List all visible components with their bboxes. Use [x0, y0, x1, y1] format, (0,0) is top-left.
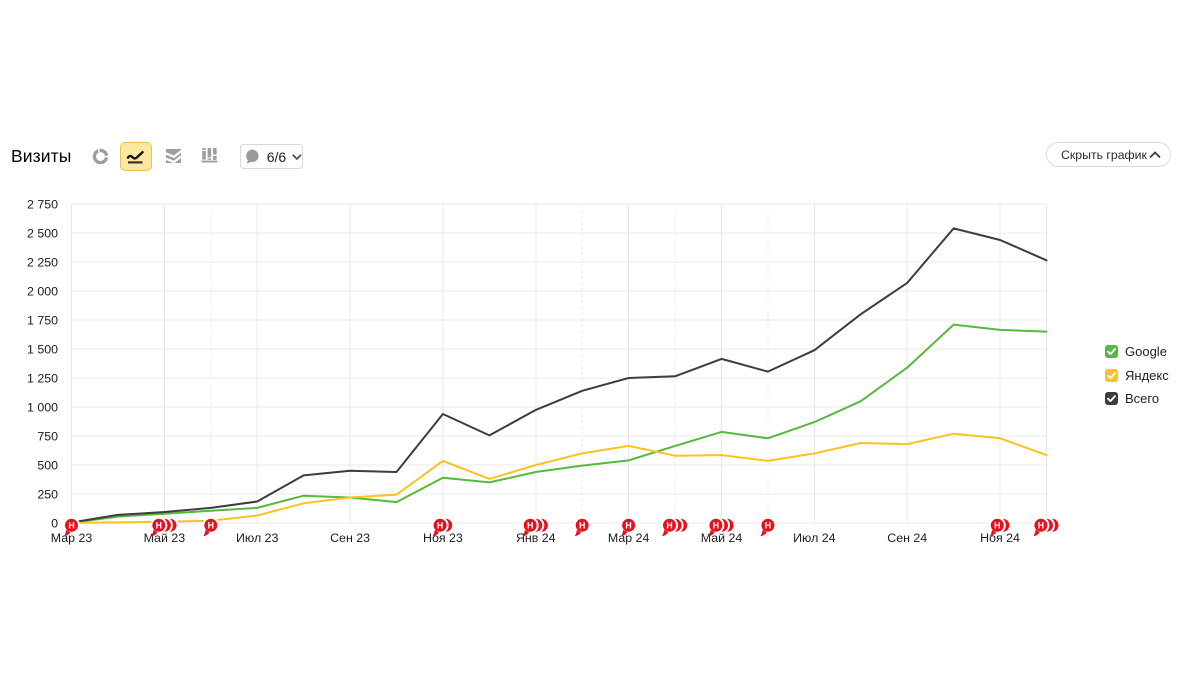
chart-type-line-button[interactable]	[120, 142, 152, 171]
y-axis-label: 0	[51, 516, 58, 530]
y-axis-label: 250	[37, 487, 58, 501]
chart-type-pie-button[interactable]	[88, 144, 112, 168]
hide-chart-button[interactable]: Скрыть график	[1046, 142, 1171, 167]
x-axis-label: Июл 24	[793, 531, 835, 545]
svg-text:Н: Н	[527, 521, 533, 531]
series-line-total	[70, 227, 1048, 524]
notes-count-label: 6/6	[266, 148, 287, 165]
note-marker[interactable]: Н	[431, 516, 455, 537]
note-marker[interactable]: Н	[1032, 516, 1061, 537]
legend-checkbox-yandex[interactable]	[1105, 368, 1118, 382]
chart-title: Визиты	[11, 146, 72, 166]
y-axis-label: 2 250	[27, 255, 58, 269]
note-marker[interactable]: Н	[521, 516, 550, 537]
checkmark-icon	[1107, 395, 1116, 403]
x-axis-label: Сен 24	[887, 531, 927, 545]
legend-label-google: Google	[1125, 344, 1167, 359]
note-marker[interactable]: Н	[620, 516, 638, 537]
chevron-down-icon	[292, 153, 302, 160]
series-line-google	[70, 323, 1048, 524]
chart-type-stacked-button[interactable]	[161, 144, 185, 168]
y-axis-label: 1 750	[27, 313, 58, 327]
series-line-yandex	[70, 432, 1048, 524]
y-axis-label: 1 250	[27, 371, 58, 385]
legend-checkbox-total[interactable]	[1105, 392, 1118, 405]
svg-text:Н: Н	[765, 521, 771, 531]
legend-label-yandex: Яндекс	[1125, 367, 1169, 383]
note-marker[interactable]: Н	[63, 516, 80, 537]
legend-label-total: Всего	[1125, 391, 1160, 406]
svg-text:Н: Н	[666, 521, 672, 531]
x-axis-label: Ноя 24	[980, 531, 1020, 545]
x-axis-label: Июл 23	[236, 531, 278, 545]
legend-item-total[interactable]: Всего	[1105, 391, 1169, 406]
chart-type-columns-button[interactable]	[197, 144, 222, 168]
svg-text:Н: Н	[208, 521, 214, 531]
x-axis-label: Мар 24	[608, 531, 650, 545]
hide-chart-label: Скрыть график	[1061, 147, 1147, 162]
x-axis-label: Ноя 23	[423, 531, 463, 545]
note-marker[interactable]: Н	[759, 516, 777, 537]
note-marker[interactable]: Н	[988, 516, 1012, 537]
svg-text:Н: Н	[994, 521, 1000, 531]
checkmark-icon	[1107, 371, 1116, 379]
y-axis-label: 500	[37, 458, 58, 472]
y-axis-label: 2 000	[27, 284, 58, 298]
line-chart-icon	[126, 150, 144, 163]
notes-dropdown-button[interactable]: 6/6	[240, 144, 303, 169]
svg-text:Н: Н	[1038, 521, 1044, 531]
note-marker[interactable]: Н	[202, 516, 220, 537]
checkmark-icon	[1107, 348, 1116, 356]
svg-text:Н: Н	[625, 521, 631, 531]
y-axis-label: 1 500	[27, 342, 58, 356]
y-axis-label: 750	[37, 429, 58, 443]
stacked-area-chart-icon	[165, 149, 181, 163]
legend-item-google[interactable]: Google	[1105, 344, 1169, 359]
svg-text:Н: Н	[579, 521, 585, 531]
chevron-up-icon	[1149, 150, 1161, 158]
x-axis-label: Сен 23	[330, 531, 370, 545]
column-chart-icon	[201, 148, 218, 163]
note-marker[interactable]: Н	[150, 516, 179, 537]
svg-text:Н: Н	[156, 521, 162, 531]
note-marker[interactable]: Н	[573, 516, 591, 537]
legend-checkbox-google[interactable]	[1105, 345, 1118, 358]
comment-bubble-icon	[246, 149, 259, 163]
y-axis-label: 2 500	[27, 226, 58, 240]
note-marker[interactable]: Н	[707, 516, 736, 537]
svg-text:Н: Н	[68, 521, 74, 531]
y-axis-label: 2 750	[27, 197, 58, 211]
legend-item-yandex[interactable]: Яндекс	[1105, 367, 1169, 383]
chart-legend: Google Яндекс Всего	[1105, 344, 1169, 406]
svg-text:Н: Н	[713, 521, 719, 531]
svg-text:Н: Н	[437, 521, 443, 531]
note-marker[interactable]: Н	[661, 516, 690, 537]
x-axis-label: Мар 23	[51, 531, 93, 545]
pie-chart-icon	[92, 148, 108, 164]
y-axis-label: 1 000	[27, 400, 58, 414]
